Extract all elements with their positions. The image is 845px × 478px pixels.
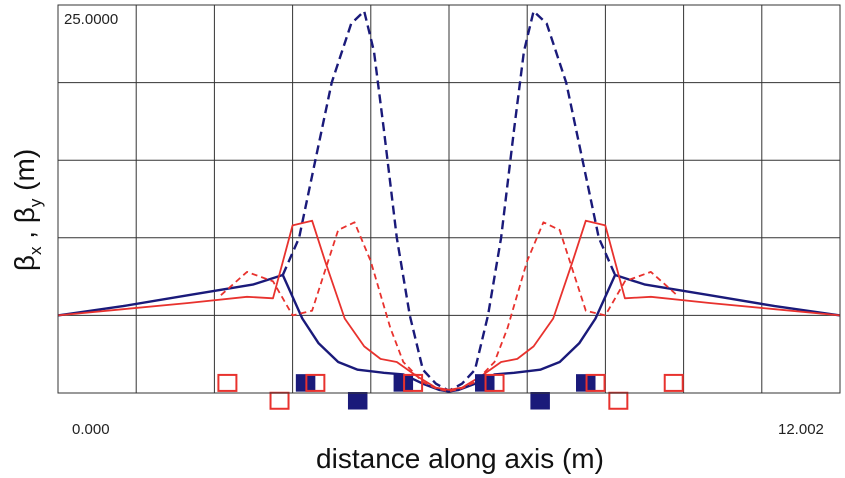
quadrupole-marker-open: [403, 373, 424, 392]
series-lines: [57, 9, 841, 393]
series-line-4: [220, 221, 678, 393]
grid-lines: [58, 5, 840, 393]
quadrupole-marker-filled: [530, 392, 550, 410]
y-axis-beta-x: β: [9, 255, 40, 271]
x-tick-label-min: 0.000: [72, 421, 110, 438]
plot-frame: [57, 4, 841, 394]
y-axis-sub-x: x: [26, 246, 45, 255]
quadrupole-marker-open: [217, 373, 238, 392]
quadrupole-marker-open: [608, 391, 629, 410]
quadrupole-marker-open: [484, 373, 505, 392]
quadrupole-marker-open: [305, 373, 326, 392]
y-max-label: 25.0000: [64, 11, 118, 28]
x-tick-label-max: 12.002: [778, 421, 824, 438]
y-axis-sep: ,: [9, 223, 40, 246]
quadrupole-marker-open: [585, 373, 606, 392]
quadrupole-marker-open: [269, 391, 290, 410]
y-axis-unit: (m): [9, 149, 40, 199]
y-axis-beta-y: β: [9, 207, 40, 223]
y-axis-sub-y: y: [26, 198, 45, 207]
element-markers: [217, 373, 684, 410]
quadrupole-marker-filled: [347, 392, 368, 410]
y-axis-title: βx , βy (m): [9, 149, 45, 271]
x-axis-title: distance along axis (m): [316, 443, 604, 474]
series-line-3: [57, 219, 841, 391]
quadrupole-marker-open: [663, 373, 684, 392]
